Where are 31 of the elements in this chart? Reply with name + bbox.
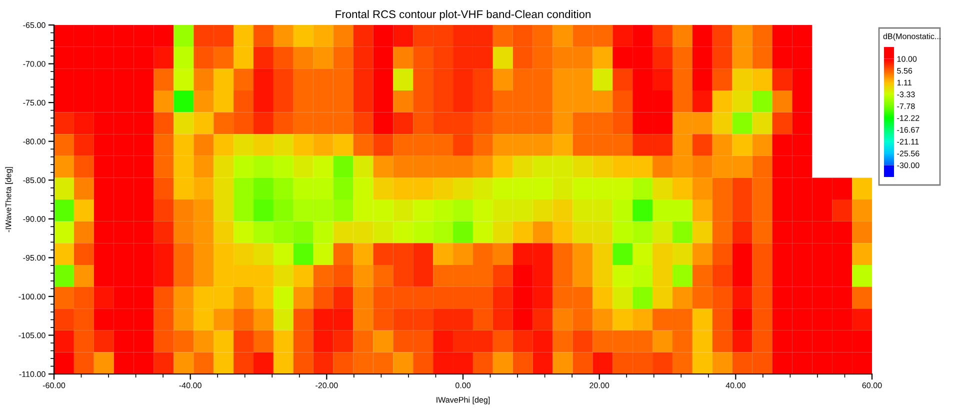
y-tick-label: -90.00: [23, 216, 46, 222]
x-tick-label: -20.00: [316, 382, 338, 388]
y-tick-label: -80.00: [23, 138, 46, 144]
color-bar-label: 10.00: [897, 56, 917, 62]
x-tick-label: -60.00: [42, 382, 66, 388]
x-tick-label: 20.00: [590, 382, 610, 388]
color-bar-label: -30.00: [897, 162, 920, 168]
chart-title: Frontal RCS contour plot-VHF band-Clean condition: [336, 10, 590, 20]
x-axis-title: IWavePhi [deg]: [436, 396, 490, 404]
y-tick-label: -110.00: [19, 371, 46, 377]
y-axis-title: -IWaveTheta [deg]: [5, 167, 13, 232]
y-tick-label: -65.00: [23, 22, 46, 28]
y-tick-label: -95.00: [23, 254, 46, 261]
color-bar-label: -25.56: [897, 150, 920, 156]
y-tick-label: -105.00: [18, 332, 46, 338]
x-tick-label: 0.00: [455, 382, 471, 388]
color-bar-title: dB(Monostatic...: [883, 33, 940, 41]
y-tick-label: -70.00: [23, 61, 46, 67]
color-bar-label: -7.78: [897, 103, 915, 110]
color-bar-label: -3.33: [897, 92, 915, 98]
y-tick-label: -100.00: [18, 294, 46, 300]
color-bar-label: -16.67: [897, 127, 920, 133]
color-bar-label: -21.11: [897, 138, 919, 144]
x-tick-label: 60.00: [862, 382, 882, 388]
x-tick-label: 40.00: [726, 382, 746, 388]
color-bar-label: 5.56: [897, 68, 912, 74]
color-bar-label: -12.22: [897, 115, 920, 121]
color-bar-label: 1.11: [897, 80, 912, 86]
x-tick-label: -40.00: [179, 382, 202, 388]
y-tick-label: -75.00: [23, 100, 46, 106]
y-tick-label: -85.00: [23, 177, 46, 184]
